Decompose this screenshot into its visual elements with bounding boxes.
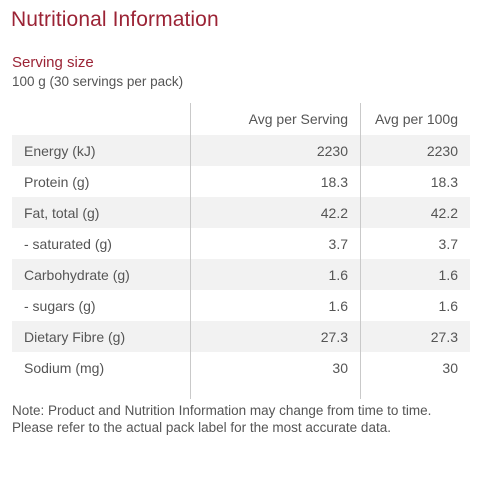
table-row: Energy (kJ) 2230 2230 (12, 135, 470, 166)
header-nutrient (12, 103, 191, 135)
nutrient-name: - saturated (g) (24, 235, 112, 252)
nutrition-table: Avg per Serving Avg per 100g Energy (kJ)… (12, 103, 470, 399)
nutrient-name: Sodium (mg) (24, 359, 105, 376)
spacer-cell (12, 383, 191, 399)
per-100g-value: 27.3 (360, 321, 470, 352)
table-row: Carbohydrate (g) 1.6 1.6 (12, 259, 470, 290)
table-row: - sugars (g) 1.6 1.6 (12, 290, 470, 321)
header-avg-per-serving: Avg per Serving (190, 103, 361, 135)
spacer-cell (190, 383, 361, 399)
spacer-cell (360, 383, 470, 399)
per-100g-value: 3.7 (360, 228, 470, 259)
nutrient-name: Energy (kJ) (12, 135, 191, 166)
per-100g-value: 42.2 (360, 197, 470, 228)
serving-size-value: 100 g (30 servings per pack) (12, 74, 184, 89)
per-serving-value: 1.6 (190, 259, 361, 290)
serving-size-label: Serving size (12, 54, 94, 71)
nutrient-name: Dietary Fibre (g) (12, 321, 191, 352)
per-100g-value: 2230 (360, 135, 470, 166)
per-100g-value: 1.6 (360, 259, 470, 290)
per-serving-value: 42.2 (190, 197, 361, 228)
page-title: Nutritional Information (11, 8, 219, 31)
nutrient-name: - sugars (g) (24, 297, 96, 314)
per-serving-value: 30 (190, 352, 361, 383)
disclaimer-note: Note: Product and Nutrition Information … (12, 403, 432, 435)
nutrient-name: Carbohydrate (g) (12, 259, 191, 290)
per-serving-value: 1.6 (190, 290, 361, 321)
per-serving-value: 18.3 (190, 166, 361, 197)
nutrient-name: Protein (g) (24, 173, 90, 190)
table-row: Protein (g) 18.3 18.3 (12, 166, 470, 197)
table-row: - saturated (g) 3.7 3.7 (12, 228, 470, 259)
header-avg-per-100g: Avg per 100g (360, 103, 470, 135)
table-spacer-row (12, 383, 470, 399)
table-row: Fat, total (g) 42.2 42.2 (12, 197, 470, 228)
per-serving-value: 2230 (190, 135, 361, 166)
nutrient-name: Fat, total (g) (12, 197, 191, 228)
per-serving-value: 3.7 (190, 228, 361, 259)
per-serving-value: 27.3 (190, 321, 361, 352)
table-row: Dietary Fibre (g) 27.3 27.3 (12, 321, 470, 352)
per-100g-value: 1.6 (360, 290, 470, 321)
table-row: Sodium (mg) 30 30 (12, 352, 470, 383)
per-100g-value: 18.3 (360, 166, 470, 197)
per-100g-value: 30 (360, 352, 470, 383)
table-header-row: Avg per Serving Avg per 100g (12, 103, 470, 135)
